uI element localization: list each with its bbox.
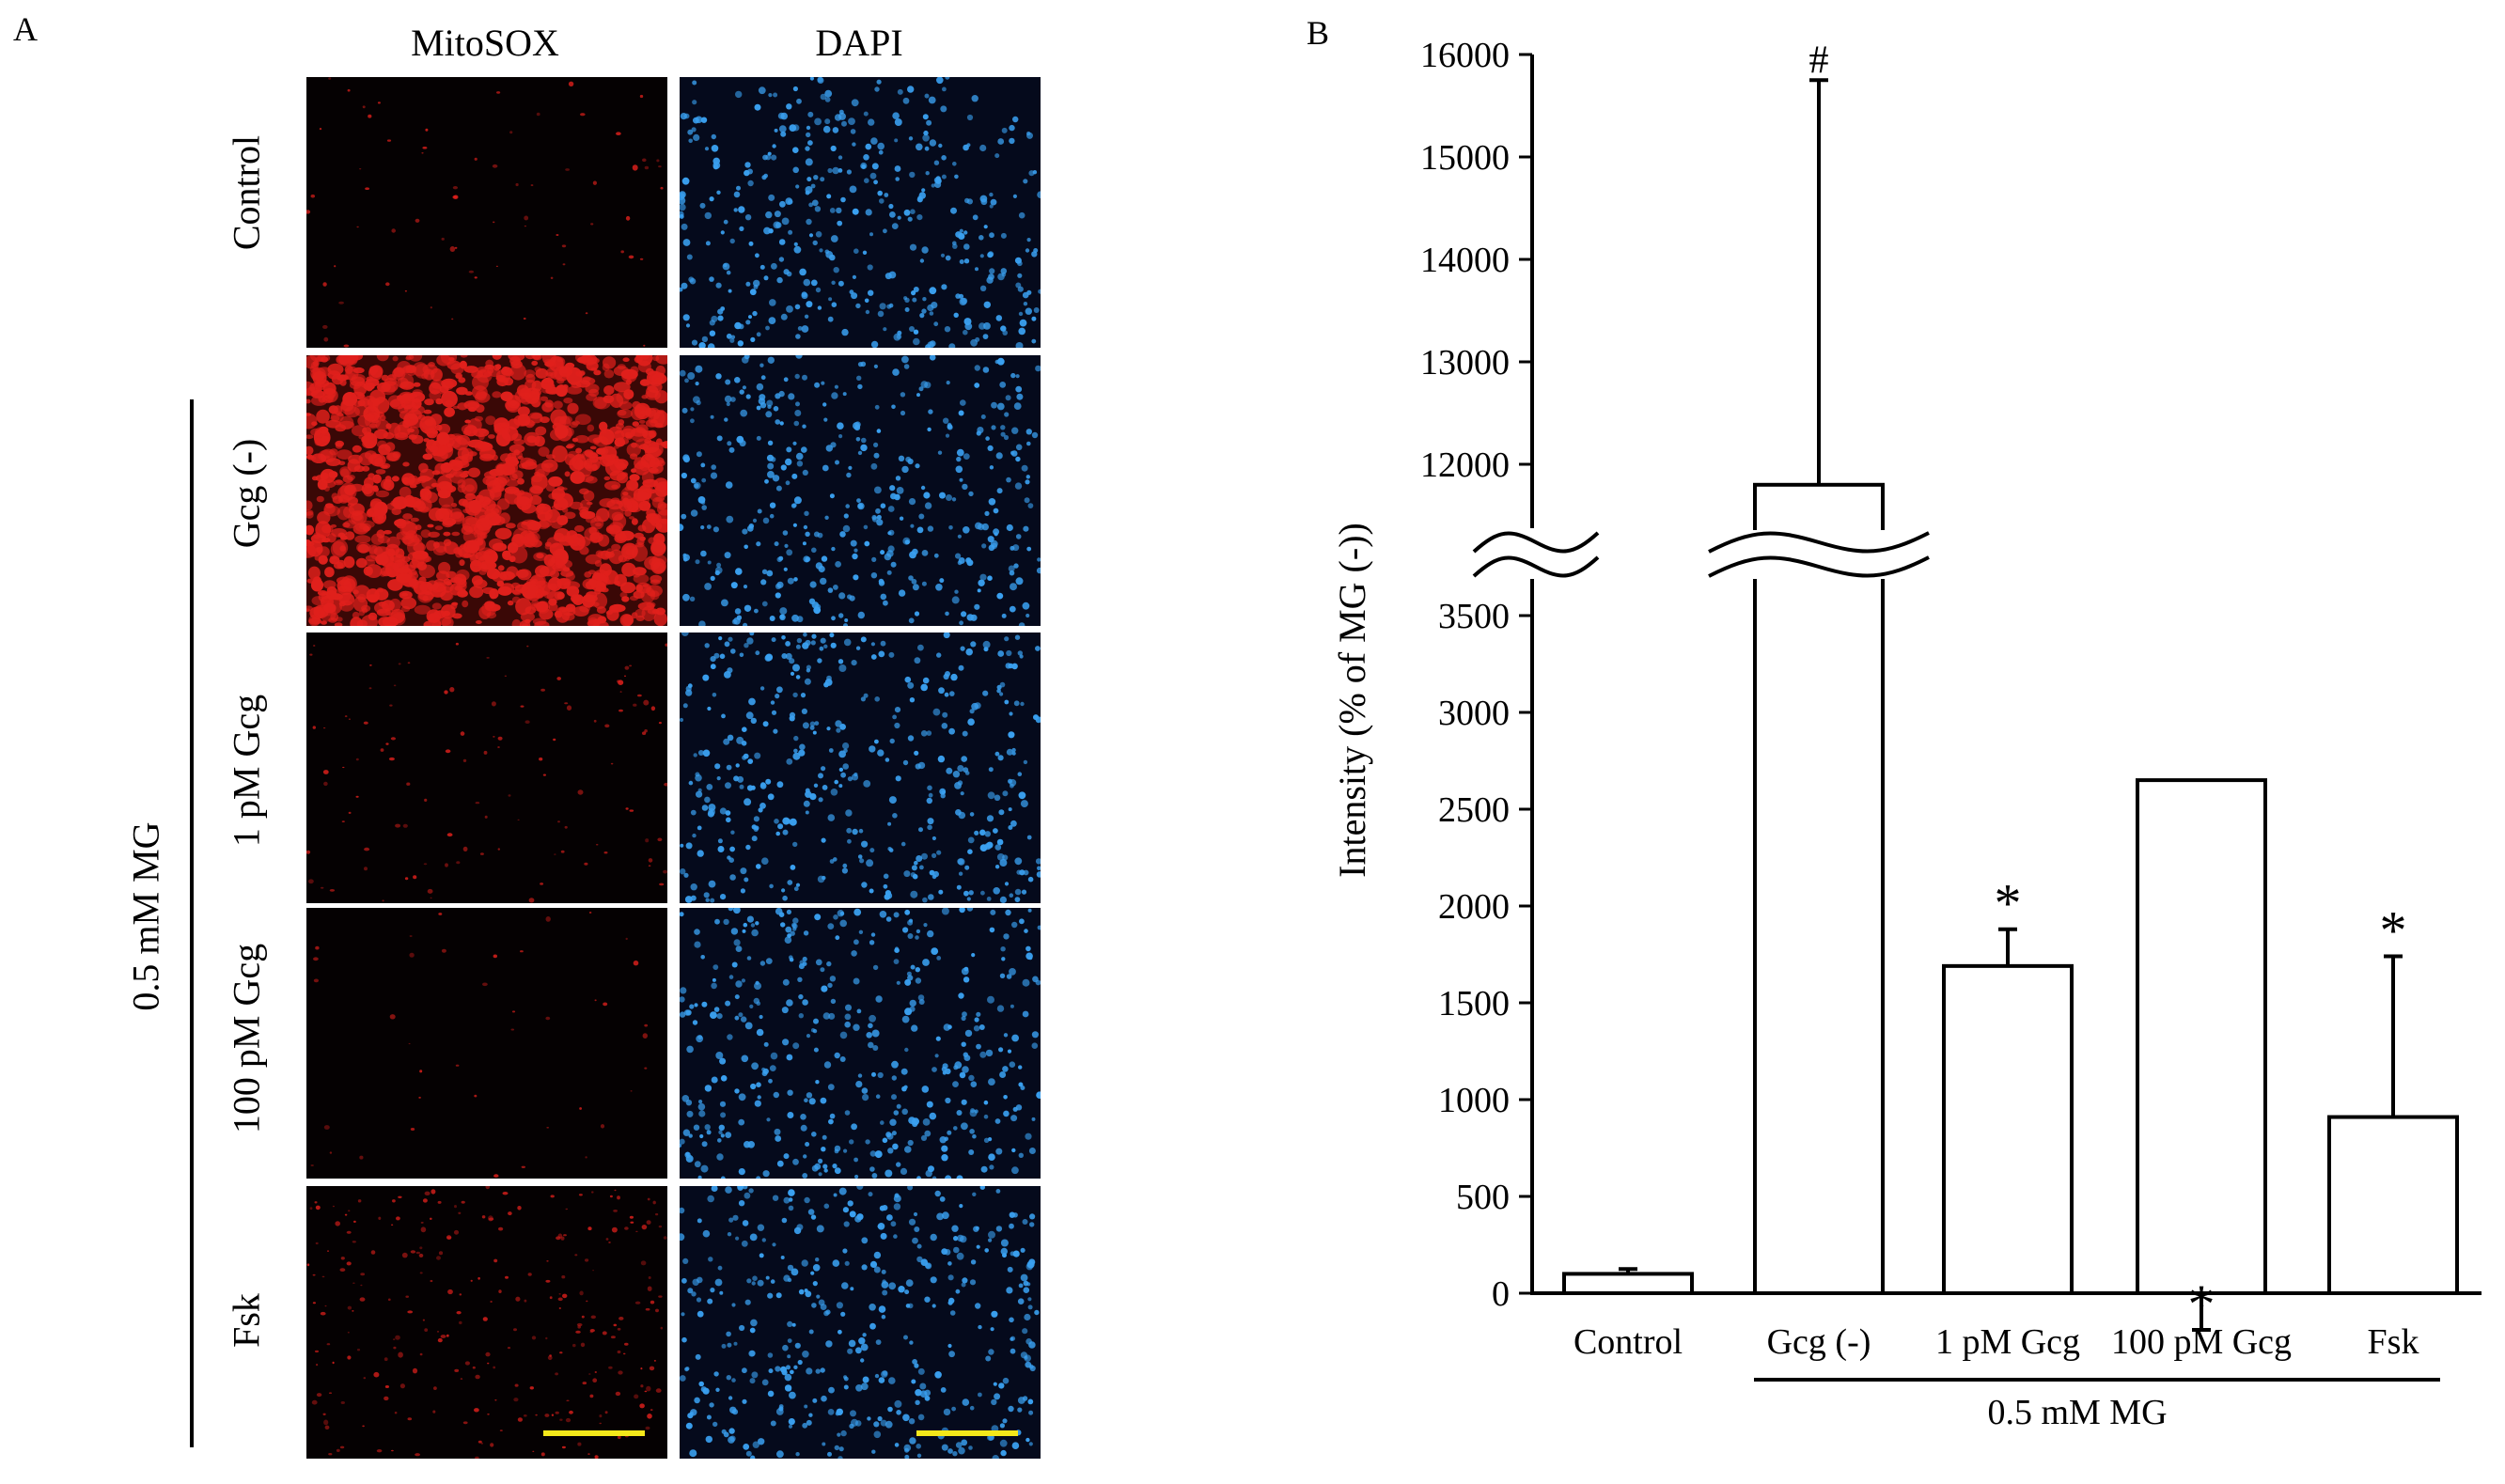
- bar-gcg-: [1753, 482, 1885, 1295]
- y-tick-label: 2500: [1438, 790, 1510, 830]
- mitosox-image-3: [306, 633, 667, 903]
- dapi-image-1: [680, 77, 1041, 348]
- y-tick-label: 14000: [1420, 241, 1510, 280]
- bar-control: [1562, 1272, 1694, 1296]
- y-tick-label: 15000: [1420, 138, 1510, 178]
- dapi-image-2: [680, 355, 1041, 626]
- significance-marker: *: [2188, 1273, 2215, 1335]
- y-tick-label: 12000: [1420, 445, 1510, 485]
- panel-a-label: A: [13, 10, 38, 48]
- bar-break-gap: [1717, 530, 1920, 579]
- mg-group-line: [190, 399, 194, 1447]
- mitosox-image-4: [306, 908, 667, 1179]
- mitosox-image-5: [306, 1186, 667, 1459]
- y-tick-label: 0: [1492, 1274, 1510, 1314]
- significance-marker: *: [1995, 873, 2022, 934]
- x-tick-label: Fsk: [2368, 1322, 2419, 1362]
- column-label-dapi: DAPI: [815, 22, 903, 64]
- panel-b-label: B: [1307, 14, 1330, 52]
- bar-1-pm-gcg: [1942, 963, 2074, 1295]
- scale-bar-mitosox: [543, 1430, 645, 1436]
- y-tick-label: 13000: [1420, 343, 1510, 383]
- scale-bar-dapi: [916, 1430, 1018, 1436]
- axis-break-mark: [1472, 531, 1600, 554]
- y-tick-label: 2000: [1438, 887, 1510, 927]
- y-tick-label: 16000: [1420, 36, 1510, 75]
- mitosox-image-2: [306, 355, 667, 626]
- y-axis-label: Intensity (% of MG (-)): [1331, 523, 1373, 878]
- x-tick-label: Gcg (-): [1767, 1322, 1871, 1362]
- group-bracket-label: 0.5 mM MG: [1987, 1393, 2167, 1432]
- bar-break-mark: [1708, 555, 1930, 578]
- significance-marker: *: [2380, 900, 2407, 961]
- dapi-image-3: [680, 633, 1041, 903]
- y-tick-label: 1000: [1438, 1081, 1510, 1120]
- bar-100-pm-gcg: [2136, 778, 2267, 1295]
- bar-break-mark: [1708, 531, 1930, 554]
- x-tick-label: 100 pM Gcg: [2111, 1322, 2292, 1362]
- y-tick-label: 1500: [1438, 984, 1510, 1023]
- bar-fsk: [2327, 1115, 2459, 1296]
- y-tick-label: 3500: [1438, 597, 1510, 636]
- axis-break-mark: [1472, 555, 1600, 578]
- y-tick-label: 3000: [1438, 694, 1510, 733]
- significance-marker: #: [1809, 39, 1829, 82]
- dapi-image-4: [680, 908, 1041, 1179]
- x-tick-label: 1 pM Gcg: [1935, 1322, 2080, 1362]
- column-label-mitosox: MitoSOX: [411, 22, 559, 64]
- dapi-image-5: [680, 1186, 1041, 1459]
- x-tick-label: Control: [1573, 1322, 1683, 1362]
- mitosox-image-1: [306, 77, 667, 348]
- y-tick-label: 500: [1456, 1178, 1510, 1217]
